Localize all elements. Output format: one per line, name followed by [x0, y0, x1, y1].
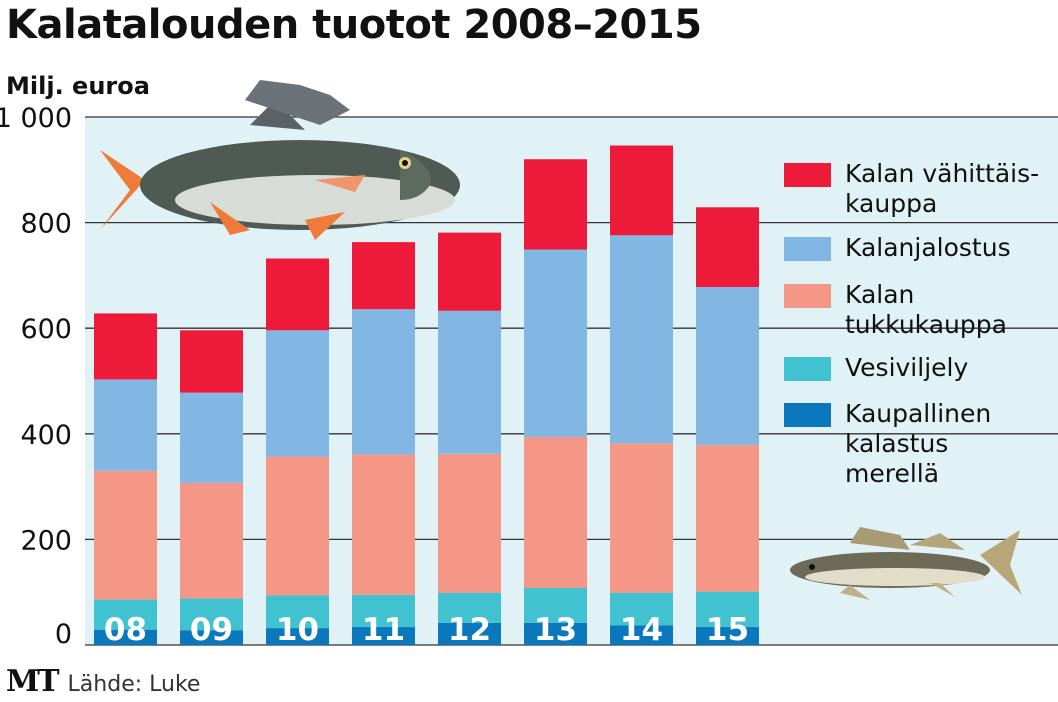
y-tick-label: 400: [20, 420, 72, 451]
bar-segment: [696, 287, 759, 445]
bar-segment: [352, 454, 415, 595]
bar-segment: [610, 625, 673, 645]
legend-swatch: [784, 357, 831, 381]
y-tick-label: 200: [20, 525, 72, 556]
y-tick-label: 800: [20, 209, 72, 240]
y-tick-label: 0: [55, 619, 72, 650]
bar-segment: [352, 594, 415, 628]
bar-segment: [524, 249, 587, 437]
bar-segment: [352, 309, 415, 455]
bar-segment: [696, 627, 759, 645]
legend-label: Kalan vähittäis- kauppa: [845, 159, 1040, 218]
legend-swatch: [784, 163, 831, 187]
bar-segment: [438, 592, 501, 623]
x-tick-label: 12: [448, 612, 491, 648]
bar-segment: [180, 630, 243, 645]
bar-segment: [266, 628, 329, 645]
x-tick-label: 10: [276, 612, 319, 648]
bar-segment: [610, 235, 673, 444]
bar-segment: [266, 595, 329, 629]
legend-item: Vesiviljely: [784, 353, 968, 383]
bar-segment: [524, 436, 587, 588]
bar-segment: [266, 330, 329, 457]
x-tick-label: 13: [534, 612, 577, 648]
legend-label: Kaupallinen kalastus merellä: [845, 399, 992, 488]
x-tick-label: 15: [706, 612, 749, 648]
x-tick-label: 09: [190, 612, 233, 648]
legend-swatch: [784, 237, 831, 261]
x-tick-label: 11: [362, 612, 405, 648]
bar-segment: [610, 145, 673, 236]
bar-segment: [94, 470, 157, 600]
bar-segment: [696, 444, 759, 592]
bar-segment: [94, 599, 157, 630]
bar-segment: [180, 392, 243, 483]
footer: MT Lähde: Luke: [6, 664, 200, 699]
x-tick-label: 08: [104, 612, 147, 648]
bar-segment: [524, 159, 587, 250]
perch-fish-illustration: [100, 80, 460, 240]
bar-segment: [696, 591, 759, 628]
legend-item: Kalanjalostus: [784, 233, 1011, 263]
bar-segment: [438, 453, 501, 593]
y-tick-label: 1 000: [0, 103, 72, 134]
bar-segment: [352, 627, 415, 645]
bar-segment: [610, 592, 673, 626]
mt-logo: MT: [6, 664, 60, 699]
bar-segment: [610, 443, 673, 593]
y-tick-label: 600: [20, 314, 72, 345]
bar-segment: [94, 629, 157, 645]
chart-title: Kalatalouden tuotot 2008–2015: [6, 2, 702, 48]
bar-segment: [180, 330, 243, 393]
legend-item: Kalan vähittäis- kauppa: [784, 159, 1039, 219]
legend-label: Kalanjalostus: [845, 233, 1011, 262]
bar-segment: [94, 379, 157, 471]
bar-segment: [696, 207, 759, 288]
legend-swatch: [784, 284, 831, 308]
source-note: Lähde: Luke: [67, 672, 201, 697]
legend-label: Vesiviljely: [845, 353, 969, 382]
pikeperch-fish-illustration: [790, 527, 1022, 600]
legend-item: Kalan tukkukauppa: [784, 280, 1007, 340]
bar-segment: [524, 622, 587, 645]
y-axis-label: Milj. euroa: [6, 72, 150, 100]
bar-segment: [352, 242, 415, 310]
bar-segment: [180, 482, 243, 599]
bar-segment: [180, 598, 243, 631]
bar-segment: [438, 622, 501, 645]
bar-segment: [94, 313, 157, 380]
legend-item: Kaupallinen kalastus merellä: [784, 399, 991, 489]
legend-label: Kalan tukkukauppa: [845, 280, 1007, 339]
bar-segment: [438, 310, 501, 454]
bar-segment: [266, 456, 329, 596]
bar-segment: [266, 258, 329, 331]
bar-segment: [524, 587, 587, 623]
legend-swatch: [784, 403, 831, 427]
bar-segment: [438, 232, 501, 311]
x-tick-label: 14: [620, 612, 663, 648]
